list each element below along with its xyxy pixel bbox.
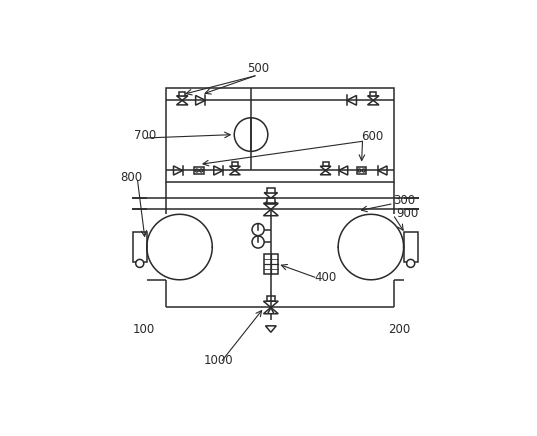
Bar: [323, 163, 329, 166]
Circle shape: [362, 169, 365, 172]
Bar: [133, 232, 147, 262]
Text: 800: 800: [120, 170, 142, 184]
Circle shape: [234, 118, 268, 151]
Text: 700: 700: [134, 129, 156, 142]
Bar: [370, 92, 376, 96]
Bar: [267, 188, 274, 193]
Circle shape: [358, 169, 361, 172]
Circle shape: [407, 259, 415, 267]
Bar: [404, 232, 418, 262]
Text: 900: 900: [396, 207, 418, 220]
Text: 600: 600: [361, 129, 383, 143]
Bar: [264, 254, 278, 273]
Bar: [267, 198, 275, 203]
Bar: [166, 88, 394, 181]
Circle shape: [252, 224, 264, 235]
Circle shape: [200, 169, 202, 172]
Text: 300: 300: [393, 194, 415, 207]
Text: 200: 200: [388, 323, 410, 336]
Text: 1000: 1000: [204, 354, 234, 367]
Bar: [267, 296, 275, 301]
Bar: [232, 163, 238, 166]
Circle shape: [195, 169, 198, 172]
Bar: [357, 167, 366, 174]
Circle shape: [252, 236, 264, 248]
Bar: [194, 167, 204, 174]
Text: 400: 400: [315, 271, 337, 284]
Text: 500: 500: [246, 62, 269, 75]
Text: 100: 100: [133, 323, 155, 336]
Bar: [179, 92, 185, 96]
Circle shape: [136, 259, 144, 267]
